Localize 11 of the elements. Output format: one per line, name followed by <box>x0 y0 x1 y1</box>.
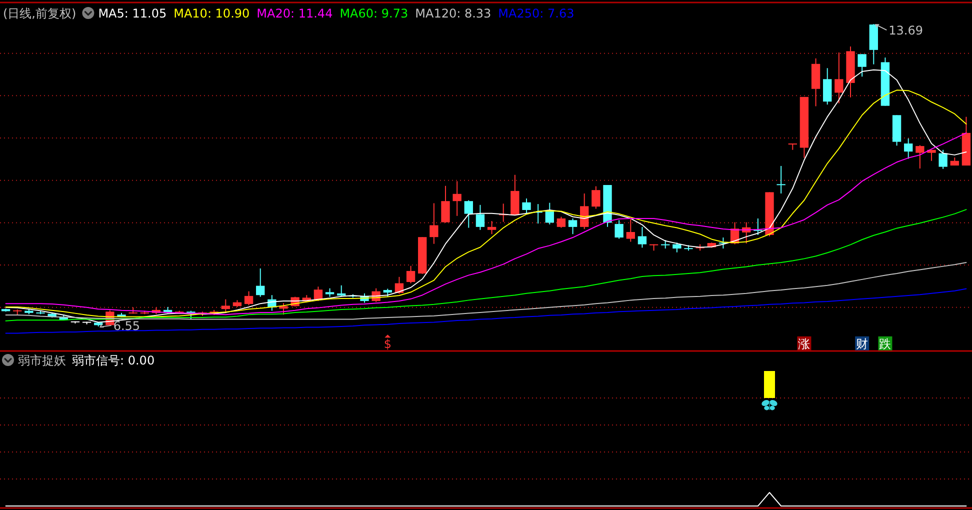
legend: MA60: 9.73 <box>340 6 408 20</box>
title: (日线,前复权) <box>3 6 76 20</box>
legend: 弱市信号: 0.00 <box>72 354 155 368</box>
legend: MA250: 7.63 <box>498 6 574 20</box>
legend: MA5: 11.05 <box>98 6 167 20</box>
legend: MA120: 8.33 <box>415 6 492 20</box>
legend: MA20: 11.44 <box>256 6 333 20</box>
annotation: 13.69 <box>888 24 923 38</box>
legend: MA10: 10.90 <box>174 6 250 20</box>
title: 弱市捉妖 <box>18 354 66 368</box>
annotation: 6.55 <box>113 318 140 333</box>
